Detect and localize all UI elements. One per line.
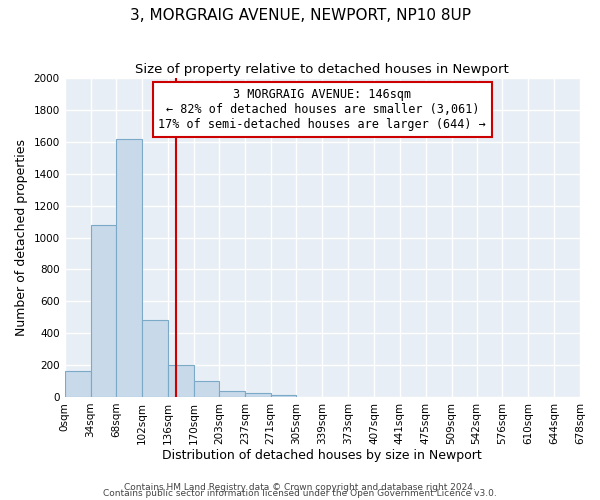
Text: 3 MORGRAIG AVENUE: 146sqm
← 82% of detached houses are smaller (3,061)
17% of se: 3 MORGRAIG AVENUE: 146sqm ← 82% of detac… [158,88,486,130]
Bar [65,370,91,397]
Bar [271,394,296,397]
Bar [116,138,142,397]
Bar [142,320,168,397]
Bar [245,393,271,397]
X-axis label: Distribution of detached houses by size in Newport: Distribution of detached houses by size … [163,450,482,462]
Y-axis label: Number of detached properties: Number of detached properties [15,139,28,336]
Bar [91,225,116,397]
Bar [219,390,245,397]
Bar [168,365,194,397]
Text: Contains public sector information licensed under the Open Government Licence v3: Contains public sector information licen… [103,490,497,498]
Bar [194,381,219,397]
Text: Contains HM Land Registry data © Crown copyright and database right 2024.: Contains HM Land Registry data © Crown c… [124,482,476,492]
Text: 3, MORGRAIG AVENUE, NEWPORT, NP10 8UP: 3, MORGRAIG AVENUE, NEWPORT, NP10 8UP [130,8,470,22]
Title: Size of property relative to detached houses in Newport: Size of property relative to detached ho… [136,62,509,76]
